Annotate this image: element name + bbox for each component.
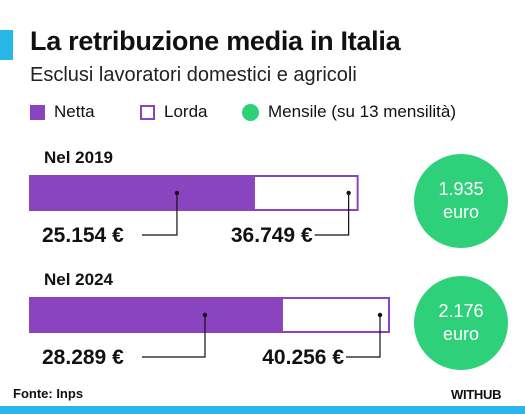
year-label-2024: Nel 2024	[44, 270, 113, 289]
bar-netta-2024	[30, 298, 283, 332]
legend-swatch-mensile	[242, 103, 259, 121]
connector-lorda-2024	[346, 315, 381, 358]
value-label-lorda-2019: 36.749 €	[231, 224, 313, 247]
connector-netta-2024	[142, 315, 206, 358]
mensile-circle-2024: 2.176 euro	[414, 276, 508, 370]
mensile-unit-2019: euro	[442, 202, 480, 222]
bottom-accent-bar	[0, 406, 525, 414]
legend-label-lorda: Lorda	[164, 102, 208, 121]
value-label-netta-2019: 25.154 €	[42, 224, 124, 247]
source-note: Fonte: Inps	[13, 386, 84, 401]
connector-netta-2019	[142, 193, 178, 236]
chart-title: La retribuzione media in Italia	[30, 26, 401, 56]
legend-item-lorda: Lorda	[140, 102, 207, 122]
connector-lorda-2019	[314, 193, 350, 236]
mensile-circle-2019: 1.935 euro	[414, 154, 508, 248]
bar-netta-2019	[30, 176, 255, 210]
brand-logo: WITHUB	[451, 387, 502, 402]
legend-item-netta: Netta	[30, 102, 95, 122]
legend-item-mensile: Mensile (su 13 mensilità)	[242, 102, 456, 122]
mensile-value-2024: 2.176	[438, 301, 484, 321]
legend-label-mensile: Mensile (su 13 mensilità)	[268, 102, 457, 121]
mensile-unit-2024: euro	[442, 324, 480, 344]
year-label-2019: Nel 2019	[44, 148, 113, 167]
mensile-value-2019: 1.935	[438, 179, 484, 199]
legend-label-netta: Netta	[54, 102, 95, 121]
legend-swatch-lorda	[140, 104, 155, 120]
value-label-netta-2024: 28.289 €	[42, 346, 124, 369]
value-label-lorda-2024: 40.256 €	[262, 346, 344, 369]
title-accent-bar	[0, 30, 13, 60]
legend-swatch-netta	[30, 104, 45, 120]
chart-subtitle: Esclusi lavoratori domestici e agricoli	[30, 64, 357, 86]
